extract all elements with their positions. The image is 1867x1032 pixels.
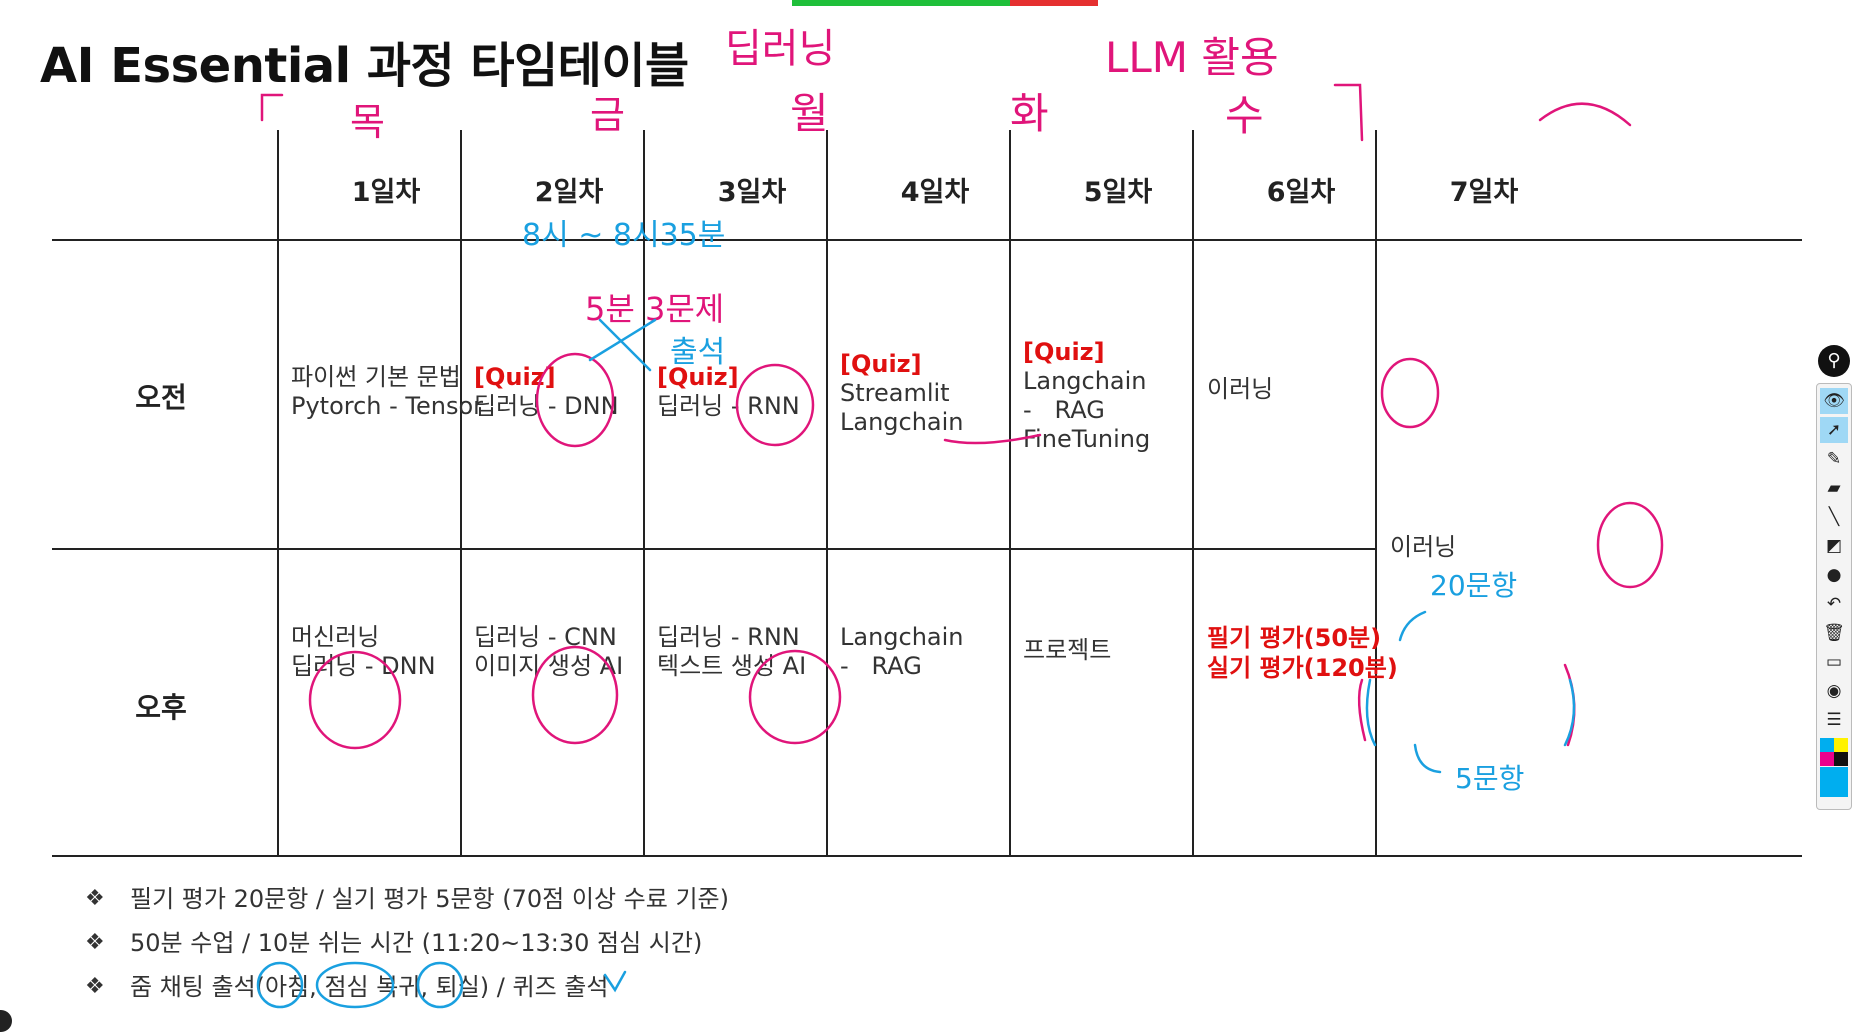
cell-line: Langchain — [840, 623, 964, 651]
morning-day2-cell: [Quiz] 딥러닝 - DNN — [474, 363, 619, 421]
afternoon-day2-cell: 딥러닝 - CNN 이미지 생성 AI — [474, 623, 623, 681]
cell-line: 딥러닝 - RNN — [657, 623, 800, 651]
arc-mark — [1538, 102, 1632, 127]
cell-line: Langchain — [840, 408, 964, 436]
eraser-icon[interactable]: ◩ — [1825, 536, 1843, 556]
afternoon-day4-cell: Langchain - RAG — [840, 623, 964, 681]
page-title: AI Essential 과정 타임테이블 — [40, 38, 689, 94]
top-progress-red — [1010, 0, 1098, 6]
color-swatch-magenta[interactable] — [1820, 752, 1834, 766]
notes-list: ❖ 필기 평가 20문항 / 실기 평가 5문항 (70점 이상 수료 기준) … — [85, 880, 729, 1012]
day-header-7: 7일차 — [1449, 177, 1519, 208]
bullet-icon: ❖ — [85, 930, 105, 955]
cell-line: 이미지 생성 AI — [474, 652, 624, 680]
color-swatch-yellow[interactable] — [1834, 738, 1848, 752]
cell-line: Langchain — [1023, 367, 1147, 395]
column-divider — [1375, 130, 1377, 857]
clipboard-icon[interactable]: ☰ — [1826, 710, 1842, 730]
row-label-morning: 오전 — [135, 381, 187, 414]
table-bottom-line — [52, 855, 1802, 857]
afternoon-day5-cell: 프로젝트 — [1023, 636, 1111, 665]
row-label-afternoon: 오후 — [135, 691, 187, 724]
highlighter-icon[interactable]: ▰ — [1827, 478, 1841, 498]
day-header-5: 5일차 — [1083, 177, 1153, 208]
trash-icon[interactable]: 🗑 — [1823, 623, 1845, 643]
pen-icon[interactable]: ✎ — [1826, 449, 1842, 469]
cell-line: 프로젝트 — [1023, 636, 1112, 664]
cell-line: 딥러닝 - RNN — [657, 392, 800, 420]
afternoon-day1-cell: 머신러닝 딥러닝 - DNN — [291, 623, 436, 681]
day-header-2: 2일차 — [534, 177, 604, 208]
morning-day4-cell: [Quiz] Streamlit Langchain — [840, 350, 964, 437]
day7-cell: 이러닝 — [1390, 533, 1457, 561]
handwriting-deeplearning: 딥러닝 — [725, 26, 835, 72]
row-divider — [52, 548, 1375, 550]
color-swatch-cyan[interactable] — [1820, 738, 1834, 752]
note-text: 50분 수업 / 10분 쉬는 시간 (11:20~13:30 점심 시간) — [130, 929, 703, 957]
cell-line: - RAG — [1023, 396, 1105, 424]
quiz-badge: [Quiz] — [474, 363, 556, 391]
bullet-icon: ❖ — [85, 974, 105, 999]
eye-icon[interactable]: 👁 — [1820, 388, 1848, 414]
cell-line: Pytorch - Tensor — [291, 392, 484, 420]
cell-line: 파이썬 기본 문법 — [291, 363, 461, 391]
cell-line: Streamlit — [840, 379, 950, 407]
header-divider — [52, 239, 1802, 241]
dot-icon[interactable]: ● — [1826, 565, 1842, 585]
column-divider — [460, 130, 462, 857]
cell-line: 이러닝 — [1207, 375, 1274, 403]
undo-icon[interactable]: ↶ — [1826, 594, 1842, 614]
cell-line: - RAG — [840, 652, 922, 680]
top-progress-green — [792, 0, 1010, 6]
corner-indicator — [0, 1010, 12, 1032]
bracket-mark — [260, 93, 284, 122]
column-divider — [1192, 130, 1194, 857]
line-icon[interactable]: ╲ — [1828, 507, 1840, 527]
afternoon-day3-cell: 딥러닝 - RNN 텍스트 생성 AI — [657, 623, 806, 681]
handwriting-llm: LLM 활용 — [1105, 33, 1279, 82]
camera-icon[interactable]: ◉ — [1826, 681, 1842, 701]
day-header-4: 4일차 — [900, 177, 970, 208]
written-eval: 필기 평가(50분) — [1207, 624, 1382, 652]
morning-day5-cell: [Quiz] Langchain - RAG FineTuning — [1023, 338, 1150, 454]
note-item: ❖ 줌 채팅 출석(아침, 점심 복귀, 퇴실) / 퀴즈 출석 — [85, 968, 729, 1012]
column-divider — [643, 130, 645, 857]
note-text: 필기 평가 20문항 / 실기 평가 5문항 (70점 이상 수료 기준) — [130, 885, 729, 913]
color-swatch-black[interactable] — [1834, 752, 1848, 766]
note-item: ❖ 필기 평가 20문항 / 실기 평가 5문항 (70점 이상 수료 기준) — [85, 880, 729, 924]
pointer-icon[interactable]: ➚ — [1820, 417, 1848, 443]
cell-line: 딥러닝 - DNN — [474, 392, 619, 420]
quiz-badge: [Quiz] — [657, 363, 739, 391]
cell-line: 딥러닝 - DNN — [291, 652, 436, 680]
cell-line: FineTuning — [1023, 425, 1151, 453]
screen-icon[interactable]: ▭ — [1825, 652, 1843, 672]
note-text: 줌 채팅 출석(아침, 점심 복귀, 퇴실) / 퀴즈 출석 — [130, 973, 609, 1001]
day-header-3: 3일차 — [717, 177, 787, 208]
cell-line: 텍스트 생성 AI — [657, 652, 807, 680]
cell-line: 딥러닝 - CNN — [474, 623, 617, 651]
day-header-1: 1일차 — [351, 177, 421, 208]
column-divider — [826, 130, 828, 857]
cell-line: 머신러닝 — [291, 623, 380, 651]
quiz-badge: [Quiz] — [1023, 338, 1105, 366]
morning-day3-cell: [Quiz] 딥러닝 - RNN — [657, 363, 800, 421]
day-header-6: 6일차 — [1266, 177, 1336, 208]
morning-day6-cell: 이러닝 — [1207, 375, 1273, 404]
pin-icon[interactable]: ⚲ — [1818, 345, 1850, 377]
afternoon-day6-cell: 필기 평가(50분) 실기 평가(120분) — [1207, 623, 1398, 683]
column-divider — [277, 130, 279, 857]
quiz-badge: [Quiz] — [840, 350, 922, 378]
note-item: ❖ 50분 수업 / 10분 쉬는 시간 (11:20~13:30 점심 시간) — [85, 924, 729, 968]
practical-eval: 실기 평가(120분) — [1207, 654, 1398, 682]
column-divider — [1009, 130, 1011, 857]
timetable: 1일차 2일차 3일차 4일차 5일차 6일차 7일차 오전 오후 파이썬 기본… — [52, 130, 1802, 857]
morning-day1-cell: 파이썬 기본 문법 Pytorch - Tensor — [291, 363, 483, 421]
annotation-toolbar: 👁 ➚ ✎ ▰ ╲ ◩ ● ↶ 🗑 ▭ ◉ ☰ — [1816, 383, 1852, 810]
bullet-icon: ❖ — [85, 886, 105, 911]
current-color-swatch[interactable] — [1820, 767, 1848, 797]
